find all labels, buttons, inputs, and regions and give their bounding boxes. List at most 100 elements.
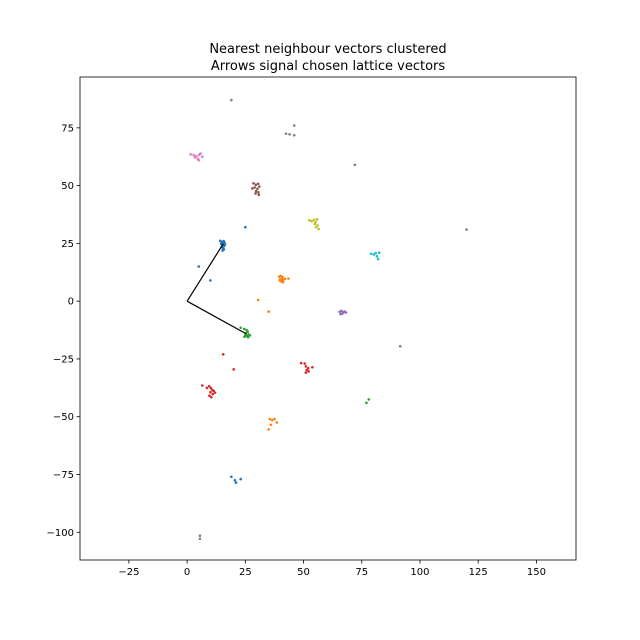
data-point <box>398 344 402 348</box>
data-point <box>339 312 342 316</box>
data-point <box>246 335 250 339</box>
data-point <box>212 389 215 393</box>
lattice-vector-arrow <box>186 243 224 302</box>
x-tick-label: −25 <box>118 567 139 578</box>
points-layer <box>189 98 468 541</box>
data-point <box>210 396 213 399</box>
data-point <box>246 330 249 333</box>
data-point <box>207 384 211 388</box>
data-point <box>200 155 204 159</box>
data-point <box>252 182 255 185</box>
y-tick-label: 0 <box>68 297 74 308</box>
data-point <box>205 386 209 390</box>
data-point <box>284 132 288 135</box>
data-point <box>244 225 247 229</box>
data-point <box>209 386 213 390</box>
y-axis: 75 50 25 0 −25 −50 −75 −100 <box>47 123 80 539</box>
y-tick-label: −50 <box>53 412 74 423</box>
x-tick-label: 125 <box>469 567 488 578</box>
data-point <box>211 392 215 396</box>
data-point <box>310 219 314 223</box>
data-point <box>193 156 197 159</box>
data-point <box>221 249 224 252</box>
x-tick-label: 0 <box>184 567 190 578</box>
data-point <box>253 186 256 189</box>
chart-title: Nearest neighbour vectors clustered <box>209 42 446 57</box>
data-point <box>256 298 260 302</box>
data-point <box>377 251 381 254</box>
data-point <box>269 423 273 427</box>
data-point <box>312 218 316 222</box>
data-point <box>223 243 227 246</box>
plot-frame <box>79 76 577 561</box>
data-point <box>189 153 192 156</box>
data-point <box>230 98 233 102</box>
data-point <box>267 428 270 431</box>
y-tick-label: 50 <box>61 181 74 192</box>
data-point <box>221 353 225 356</box>
data-point <box>311 365 314 369</box>
data-point <box>208 394 211 397</box>
data-point <box>234 481 238 484</box>
data-point <box>374 251 378 255</box>
data-point <box>254 189 258 193</box>
data-point <box>292 124 296 127</box>
data-point <box>315 218 319 221</box>
data-point <box>369 252 373 256</box>
data-point <box>278 279 282 282</box>
data-point <box>242 327 246 331</box>
data-point <box>268 417 272 421</box>
data-point <box>308 218 311 222</box>
data-point <box>198 537 202 541</box>
data-point <box>292 133 296 137</box>
data-point <box>314 225 318 229</box>
x-tick-label: 150 <box>527 567 546 578</box>
data-point <box>344 311 348 314</box>
data-point <box>281 280 285 284</box>
data-point <box>256 182 260 186</box>
data-point <box>200 384 204 387</box>
data-point <box>233 478 237 482</box>
data-point <box>209 390 212 394</box>
y-tick-label: −25 <box>53 354 74 365</box>
data-point <box>197 158 201 162</box>
lattice-vector-arrow <box>186 300 247 335</box>
data-point <box>230 475 233 479</box>
data-point <box>209 279 212 282</box>
data-point <box>283 277 287 281</box>
data-point <box>372 253 376 256</box>
data-point <box>279 274 283 278</box>
data-point <box>316 224 319 227</box>
x-axis: −25 0 25 50 75 100 125 150 <box>118 560 546 578</box>
data-point <box>257 193 261 197</box>
chart-subtitle: Arrows signal chosen lattice vectors <box>211 59 446 74</box>
data-point <box>353 163 357 167</box>
data-point <box>257 191 260 194</box>
plot-area <box>80 77 576 560</box>
data-point <box>303 362 307 365</box>
data-point <box>239 326 242 330</box>
data-point <box>198 534 202 538</box>
lattice-vectors <box>186 243 247 335</box>
data-point <box>375 255 379 258</box>
x-tick-label: 100 <box>410 567 429 578</box>
data-point <box>251 187 254 190</box>
data-point <box>248 334 252 337</box>
data-point <box>305 368 309 372</box>
data-point <box>219 242 223 246</box>
x-tick-label: 75 <box>355 567 368 578</box>
data-point <box>222 239 225 243</box>
y-tick-label: −100 <box>47 528 74 539</box>
data-point <box>299 361 303 365</box>
data-point <box>306 366 310 370</box>
data-point <box>213 391 217 394</box>
data-point <box>258 185 261 188</box>
data-point <box>256 187 259 191</box>
data-point <box>313 222 317 226</box>
data-point <box>288 133 291 136</box>
data-point <box>254 192 257 195</box>
data-point <box>192 153 195 157</box>
data-point <box>273 417 276 421</box>
data-point <box>307 370 310 373</box>
